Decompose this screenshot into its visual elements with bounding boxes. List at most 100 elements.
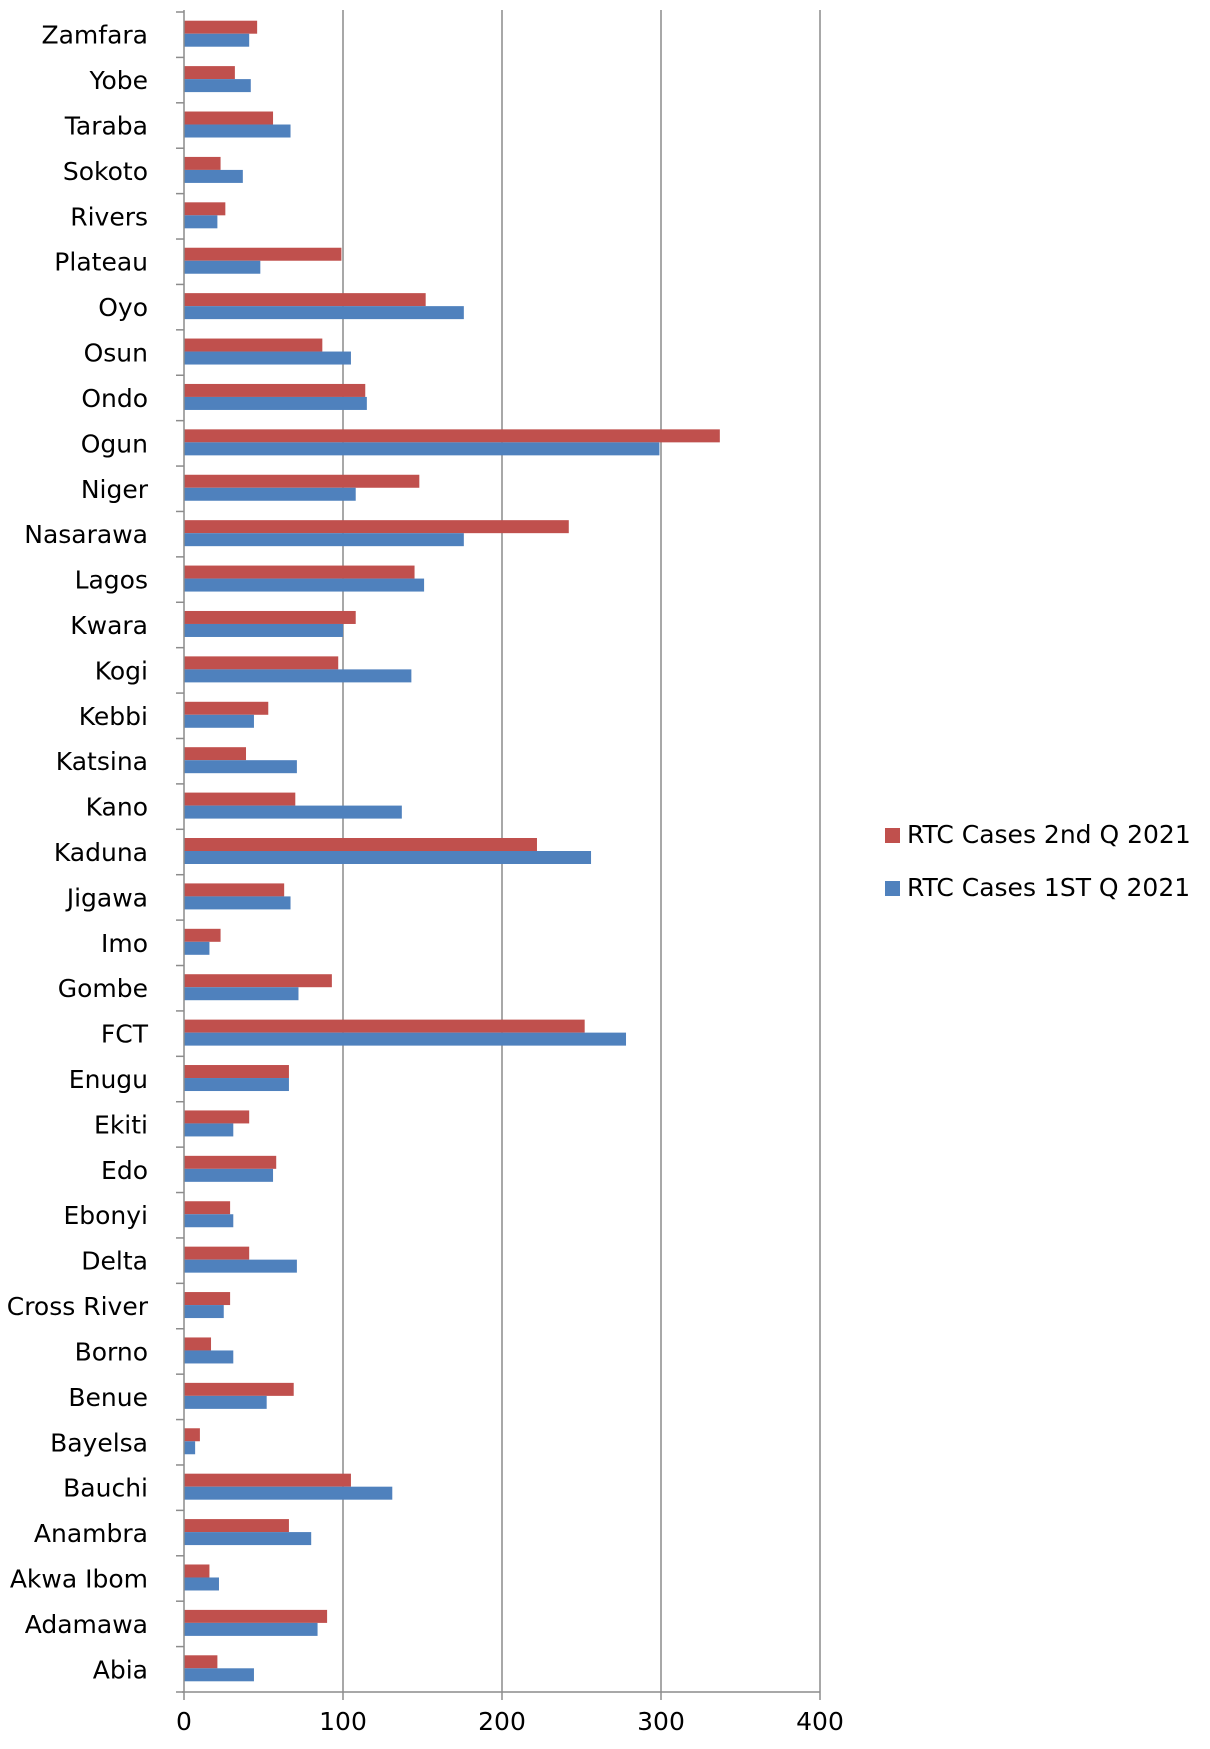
bar-2nd-q: [184, 1382, 294, 1396]
bar-2nd-q: [184, 1428, 200, 1442]
category-label: Nasarawa: [24, 520, 148, 549]
category-label: Bauchi: [63, 1474, 148, 1503]
x-tick-label: 200: [478, 1707, 526, 1736]
category-label: Kano: [86, 793, 148, 822]
legend-swatch: [885, 881, 900, 896]
x-tick-label: 0: [176, 1707, 192, 1736]
category-label: Oyo: [98, 293, 148, 322]
bar-2nd-q: [184, 1110, 250, 1124]
bar-1st-q: [184, 306, 464, 320]
bars: [184, 20, 720, 1682]
bar-2nd-q: [184, 701, 269, 715]
x-tick-labels: 0 100 200 300 400: [176, 1707, 844, 1736]
category-label: Zamfara: [41, 21, 148, 50]
axes: [176, 10, 821, 1700]
category-label: Cross River: [7, 1292, 149, 1321]
category-label: Anambra: [34, 1519, 148, 1548]
bar-1st-q: [184, 1532, 312, 1546]
legend-swatch: [885, 828, 900, 843]
bar-2nd-q: [184, 974, 332, 988]
bar-1st-q: [184, 1032, 627, 1046]
bar-2nd-q: [184, 1246, 250, 1260]
category-label: Delta: [81, 1247, 148, 1276]
category-labels: Zamfara Yobe Taraba Sokoto Rivers Plateau Oyo O…: [7, 21, 149, 1685]
bar-2nd-q: [184, 747, 247, 761]
bar-1st-q: [184, 79, 251, 93]
category-label: Kaduna: [54, 838, 148, 867]
bar-1st-q: [184, 169, 243, 183]
legend-label: RTC Cases 1ST Q 2021: [907, 873, 1190, 902]
bar-2nd-q: [184, 247, 342, 261]
bar-2nd-q: [184, 383, 366, 397]
category-label: Imo: [101, 929, 148, 958]
bar-1st-q: [184, 1305, 224, 1319]
bar-2nd-q: [184, 111, 274, 125]
bar-1st-q: [184, 442, 660, 456]
category-label: Ondo: [81, 384, 148, 413]
bar-1st-q: [184, 1078, 289, 1092]
bar-2nd-q: [184, 474, 420, 488]
category-label: Lagos: [75, 566, 148, 595]
category-label: Katsina: [56, 747, 148, 776]
bar-2nd-q: [184, 883, 285, 897]
bar-1st-q: [184, 623, 343, 637]
x-tick-label: 300: [637, 1707, 685, 1736]
bar-1st-q: [184, 33, 250, 47]
category-label: Bayelsa: [50, 1428, 148, 1457]
bar-2nd-q: [184, 1519, 289, 1533]
category-label: Edo: [101, 1156, 148, 1185]
bar-1st-q: [184, 578, 425, 592]
category-label: Ekiti: [94, 1110, 148, 1139]
bar-2nd-q: [184, 1155, 277, 1169]
bar-1st-q: [184, 1486, 393, 1500]
bar-2nd-q: [184, 520, 569, 534]
category-label: Plateau: [54, 248, 148, 277]
bar-2nd-q: [184, 1473, 351, 1487]
category-label: Rivers: [70, 202, 148, 231]
bar-2nd-q: [184, 1065, 289, 1079]
bar-2nd-q: [184, 610, 356, 624]
category-label: Gombe: [58, 974, 148, 1003]
bar-2nd-q: [184, 156, 221, 170]
bar-2nd-q: [184, 1292, 231, 1306]
x-tick-label: 400: [796, 1707, 844, 1736]
category-label: Abia: [93, 1655, 148, 1684]
bar-2nd-q: [184, 1655, 218, 1669]
bar-1st-q: [184, 1259, 297, 1273]
bar-2nd-q: [184, 928, 221, 942]
bar-1st-q: [184, 1622, 318, 1636]
category-label: Niger: [81, 475, 149, 504]
bar-2nd-q: [184, 338, 323, 352]
bar-1st-q: [184, 260, 261, 274]
bar-2nd-q: [184, 202, 226, 216]
bar-1st-q: [184, 1577, 219, 1591]
bar-1st-q: [184, 760, 297, 774]
bar-2nd-q: [184, 792, 296, 806]
bar-1st-q: [184, 396, 367, 410]
bar-1st-q: [184, 669, 412, 683]
bar-1st-q: [184, 351, 351, 365]
category-label: Osun: [84, 339, 148, 368]
bar-2nd-q: [184, 1564, 210, 1578]
category-label: FCT: [101, 1020, 149, 1049]
bar-1st-q: [184, 124, 291, 138]
bar-1st-q: [184, 215, 218, 229]
legend: RTC Cases 2nd Q 2021 RTC Cases 1ST Q 2021: [885, 820, 1191, 902]
bar-2nd-q: [184, 565, 415, 579]
bar-2nd-q: [184, 66, 235, 80]
bar-1st-q: [184, 1395, 267, 1409]
category-label: Enugu: [69, 1065, 148, 1094]
category-label: Ogun: [81, 429, 148, 458]
category-label: Sokoto: [63, 157, 148, 186]
category-label: Jigawa: [65, 883, 148, 912]
category-label: Akwa Ibom: [10, 1564, 148, 1593]
category-label: Adamawa: [25, 1610, 148, 1639]
category-label: Ebonyi: [63, 1201, 148, 1230]
bar-2nd-q: [184, 1609, 328, 1623]
bar-1st-q: [184, 805, 402, 819]
bar-2nd-q: [184, 1337, 212, 1351]
bar-1st-q: [184, 533, 464, 547]
bar-1st-q: [184, 896, 291, 910]
